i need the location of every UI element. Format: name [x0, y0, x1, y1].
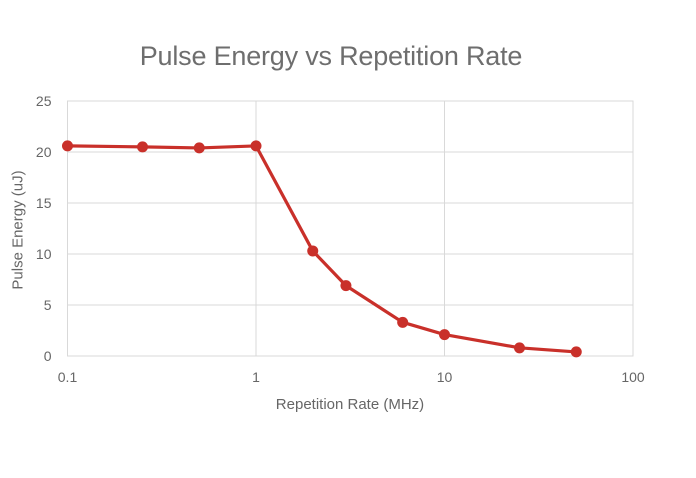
y-axis-title: Pulse Energy (uJ)	[9, 170, 27, 290]
y-tick-label: 5	[44, 297, 52, 313]
data-point	[439, 329, 450, 341]
series-line	[65, 144, 578, 354]
chart-title: Pulse Energy vs Repetition Rate	[139, 41, 523, 71]
data-point	[340, 280, 352, 292]
x-tick-label: 0.1	[58, 369, 78, 385]
x-tick-label: 10	[437, 369, 453, 385]
y-tick-label: 15	[36, 195, 52, 211]
y-tick-label: 10	[36, 246, 52, 262]
y-tick-label: 20	[36, 144, 52, 160]
x-tick-label: 1	[252, 369, 260, 385]
data-point	[307, 245, 319, 257]
data-point	[193, 142, 205, 154]
y-tick-label: 0	[44, 348, 52, 364]
data-point	[570, 346, 582, 358]
data-point	[137, 141, 149, 153]
data-point	[514, 342, 526, 354]
plot-border	[67, 100, 634, 357]
data-point	[250, 140, 262, 152]
x-tick-label: 100	[621, 369, 645, 385]
x-axis-title: Repetition Rate (MHz)	[275, 396, 425, 413]
y-tick-label: 25	[36, 93, 52, 109]
data-point	[397, 316, 409, 328]
data-point	[62, 140, 73, 152]
